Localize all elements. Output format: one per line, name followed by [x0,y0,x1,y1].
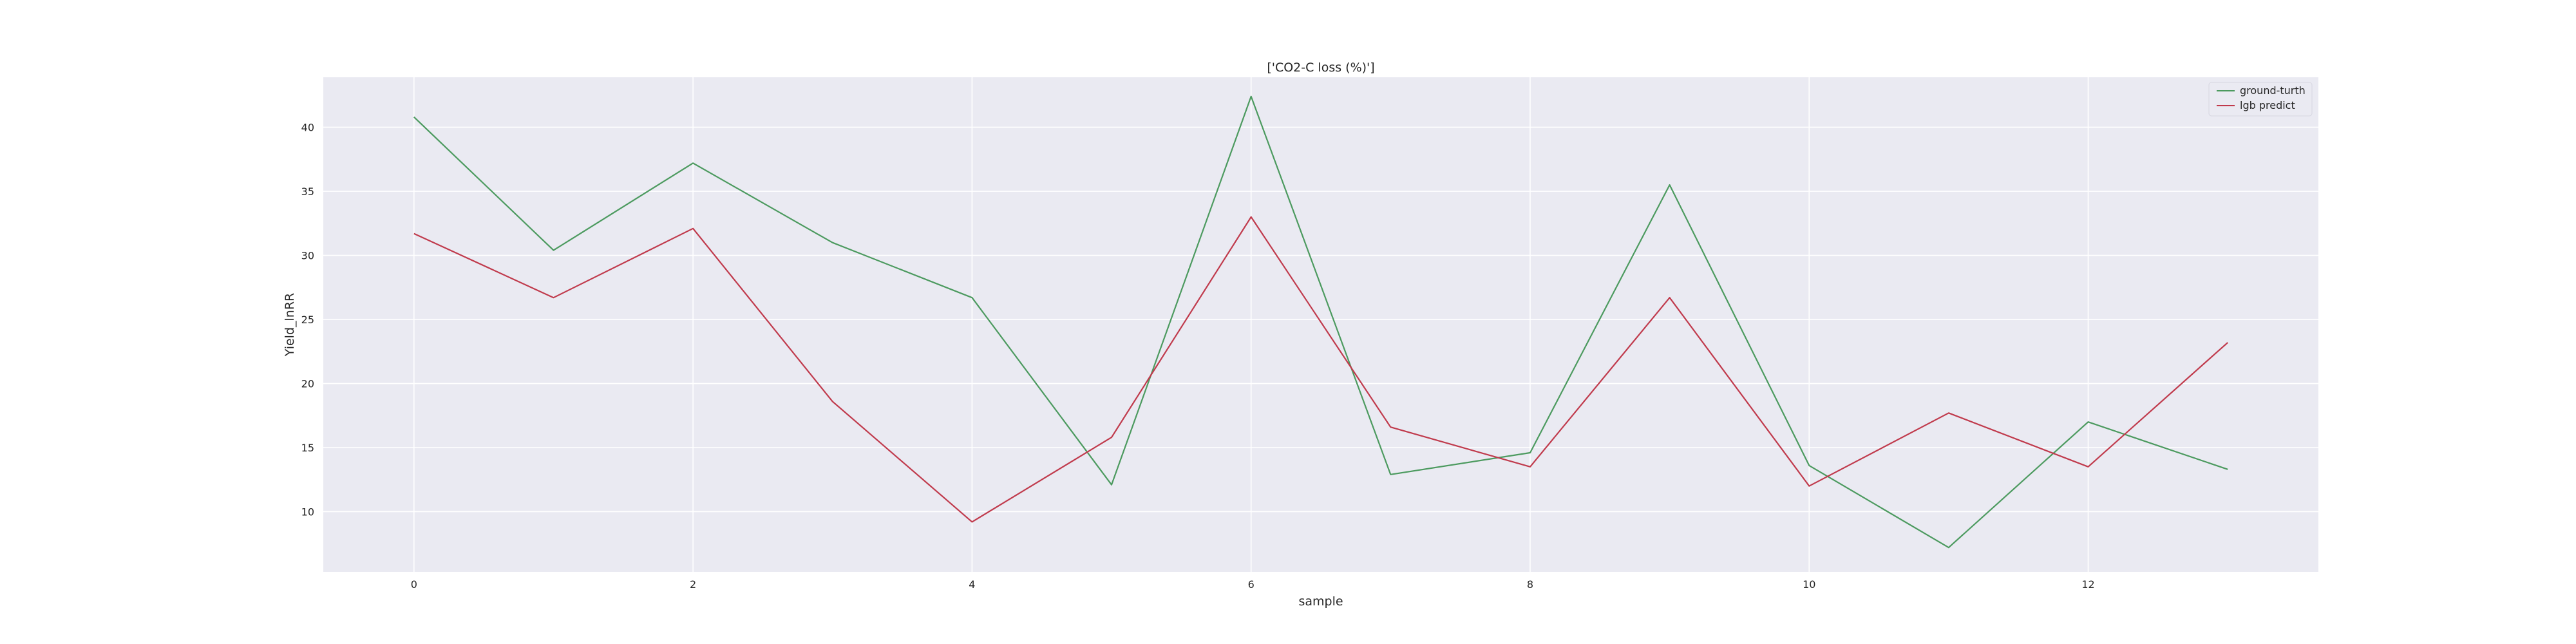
grid [323,77,2318,572]
chart-title: ['CO2-C loss (%)'] [1267,61,1374,75]
y-tick-label: 30 [301,250,314,262]
y-tick-label: 25 [301,314,314,326]
legend-label-ground-turth: ground-turth [2240,84,2306,97]
y-tick-label: 15 [301,442,314,454]
y-tick-label: 40 [301,122,314,134]
y-tick-label: 10 [301,506,314,518]
legend: ground-turth lgb predict [2208,82,2313,117]
x-tick-label: 4 [969,578,975,591]
series-line-lgb-predict [413,216,2228,523]
series-line-ground-turth [413,95,2228,549]
x-tick-label: 8 [1527,578,1533,591]
x-axis-label: sample [1298,594,1343,609]
x-tick-label: 0 [411,578,417,591]
y-axis-label: Yield_lnRR [283,293,297,357]
y-tick-label: 20 [301,378,314,390]
x-tick-label: 2 [690,578,696,591]
tick-labels: 0 2 4 6 8 10 12 10 15 20 25 30 35 40 [301,122,2095,591]
x-tick-label: 12 [2081,578,2094,591]
legend-label-lgb-predict: lgb predict [2240,99,2295,111]
x-tick-label: 10 [1803,578,1815,591]
x-tick-label: 6 [1248,578,1255,591]
plot-area [323,77,2318,572]
y-tick-label: 35 [301,185,314,198]
series-layer [413,95,2228,549]
